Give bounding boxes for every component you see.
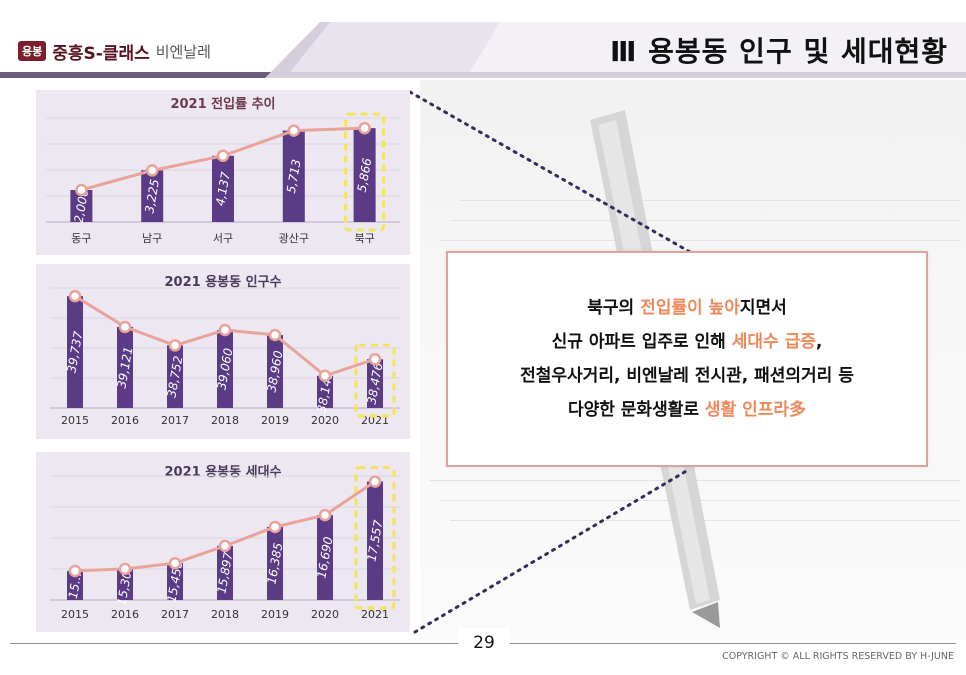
highlight-box bbox=[344, 112, 386, 232]
trend-point bbox=[218, 539, 232, 553]
category-label: 2018 bbox=[211, 414, 239, 427]
callout-line-1: 북구의 전입률이 높아지면서 bbox=[587, 291, 787, 325]
bar bbox=[67, 570, 83, 600]
category-label: 2015 bbox=[61, 608, 89, 621]
data-label: 15... bbox=[66, 571, 84, 600]
callout-text: 신규 아파트 입주로 인해 bbox=[551, 332, 732, 352]
callout-text: 전철우사거리, 비엔날레 전시관, 패션의거리 등 bbox=[520, 366, 854, 386]
trend-point bbox=[75, 183, 88, 197]
category-label: 북구 bbox=[354, 232, 374, 245]
trend-point bbox=[287, 124, 301, 137]
trend-point bbox=[268, 520, 282, 534]
category-label: 2016 bbox=[111, 608, 139, 621]
trend-point bbox=[168, 339, 182, 352]
category-label: 2020 bbox=[311, 414, 339, 427]
trend-point bbox=[145, 164, 159, 177]
highlight-box bbox=[354, 343, 396, 418]
data-label: 3,225 bbox=[142, 178, 162, 214]
data-label: 5,713 bbox=[284, 158, 304, 194]
chart-title: 2021 용봉동 세대수 bbox=[165, 464, 282, 480]
callout-box: 북구의 전입률이 높아지면서 신규 아파트 입주로 인해 세대수 급증, 전철우… bbox=[446, 251, 928, 467]
category-label: 2015 bbox=[61, 414, 89, 427]
trend-point bbox=[68, 564, 82, 578]
trend-point bbox=[368, 475, 382, 488]
category-label: 2019 bbox=[261, 414, 289, 427]
trend-point bbox=[268, 328, 282, 342]
bar bbox=[217, 545, 233, 600]
category-label: 2019 bbox=[261, 608, 289, 621]
trend-point bbox=[68, 289, 82, 303]
trend-point bbox=[318, 508, 332, 522]
callout-text: 다양한 문화생활로 bbox=[567, 400, 705, 420]
category-label: 2021 bbox=[361, 608, 389, 621]
callout-text: 북구의 bbox=[587, 298, 641, 318]
bar bbox=[353, 128, 376, 222]
trend-point bbox=[118, 320, 132, 334]
callout-highlight: 전입률이 높아 bbox=[640, 298, 740, 318]
bar bbox=[67, 296, 83, 408]
category-label: 2018 bbox=[211, 608, 239, 621]
copyright-text: COPYRIGHT © ALL RIGHTS RESERVED BY H-JUN… bbox=[722, 651, 954, 662]
population-chart: 2021 용봉동 인구수 39,737201539,121201638,7522… bbox=[50, 274, 400, 427]
bar bbox=[282, 130, 305, 222]
chart-title: 2021 용봉동 인구수 bbox=[165, 274, 282, 290]
bar bbox=[117, 568, 133, 600]
category-label: 2017 bbox=[161, 414, 189, 427]
category-label: 2017 bbox=[161, 608, 189, 621]
trend-point bbox=[358, 121, 371, 135]
category-label: 남구 bbox=[142, 232, 162, 245]
chart-panel-households: 2021 용봉동 세대수 15... 2015 15,303 2016 15,450 20… bbox=[36, 452, 410, 632]
bar bbox=[167, 563, 183, 600]
bar bbox=[117, 326, 133, 408]
callout-line-3: 전철우사거리, 비엔날레 전시관, 패션의거리 등 bbox=[520, 359, 854, 393]
category-label: 광산구 bbox=[279, 232, 309, 245]
callout-highlight: 세대수 급증 bbox=[731, 332, 816, 352]
logo-badge: 용봉 bbox=[18, 41, 47, 61]
category-label: 2020 bbox=[311, 608, 339, 621]
category-label: 2016 bbox=[111, 414, 139, 427]
data-label: 5,866 bbox=[355, 157, 375, 194]
trend-point bbox=[216, 149, 230, 163]
trend-point bbox=[218, 323, 232, 337]
trend-point bbox=[168, 556, 182, 570]
page-number: 29 bbox=[458, 628, 510, 658]
bar bbox=[317, 375, 333, 408]
chart-title: 2021 전입률 추이 bbox=[170, 96, 275, 112]
logo-sub-text: 비엔날레 bbox=[155, 42, 211, 61]
trend-point bbox=[318, 369, 332, 382]
trend-point bbox=[118, 562, 132, 576]
callout-line-4: 다양한 문화생활로 생활 인프라多 bbox=[568, 393, 806, 427]
callout-highlight: 생활 인프라多 bbox=[704, 400, 807, 420]
page-title-wrap: Ⅲ 용봉동 인구 및 세대현황 bbox=[610, 26, 948, 74]
data-label: 2,000 bbox=[72, 188, 92, 225]
households-chart: 2021 용봉동 세대수 15...201515,303201615,45020… bbox=[50, 464, 400, 621]
header-band bbox=[0, 22, 966, 78]
callout-text: 지면서 bbox=[739, 298, 787, 318]
bar bbox=[367, 481, 383, 600]
trend-point bbox=[368, 352, 382, 366]
highlight-box bbox=[354, 466, 396, 610]
brand-logo: 용봉 중흥S-클래스 비엔날레 bbox=[18, 36, 211, 66]
data-label: 4,137 bbox=[213, 170, 233, 207]
bar bbox=[267, 335, 283, 408]
bar bbox=[212, 155, 234, 222]
chart-panel-migration: 2021 전입률 추이 2,000 동구 3,225 남구 4,137 서구 5,713 광산… bbox=[36, 90, 410, 255]
bar bbox=[217, 330, 233, 408]
callout-text: , bbox=[815, 332, 823, 352]
chart-panel-population: 2021 용봉동 인구수 39,737 2015 39,121 2016 38,752 2… bbox=[36, 264, 410, 439]
migration-rate-chart: 2021 전입률 추이 2,000 동구 3,225 남구 4,137 서구 5,713 광산… bbox=[46, 96, 400, 245]
bar bbox=[141, 170, 164, 222]
page-title: Ⅲ 용봉동 인구 및 세대현황 bbox=[609, 35, 948, 68]
bar bbox=[167, 345, 183, 408]
bar bbox=[267, 526, 283, 600]
category-label: 동구 bbox=[71, 232, 91, 245]
bar bbox=[367, 359, 383, 408]
bar bbox=[70, 190, 93, 222]
bar bbox=[317, 515, 333, 600]
category-label: 서구 bbox=[213, 232, 233, 245]
logo-main-text: 중흥S-클래스 bbox=[52, 43, 150, 64]
callout-line-2: 신규 아파트 입주로 인해 세대수 급증, bbox=[552, 325, 823, 359]
